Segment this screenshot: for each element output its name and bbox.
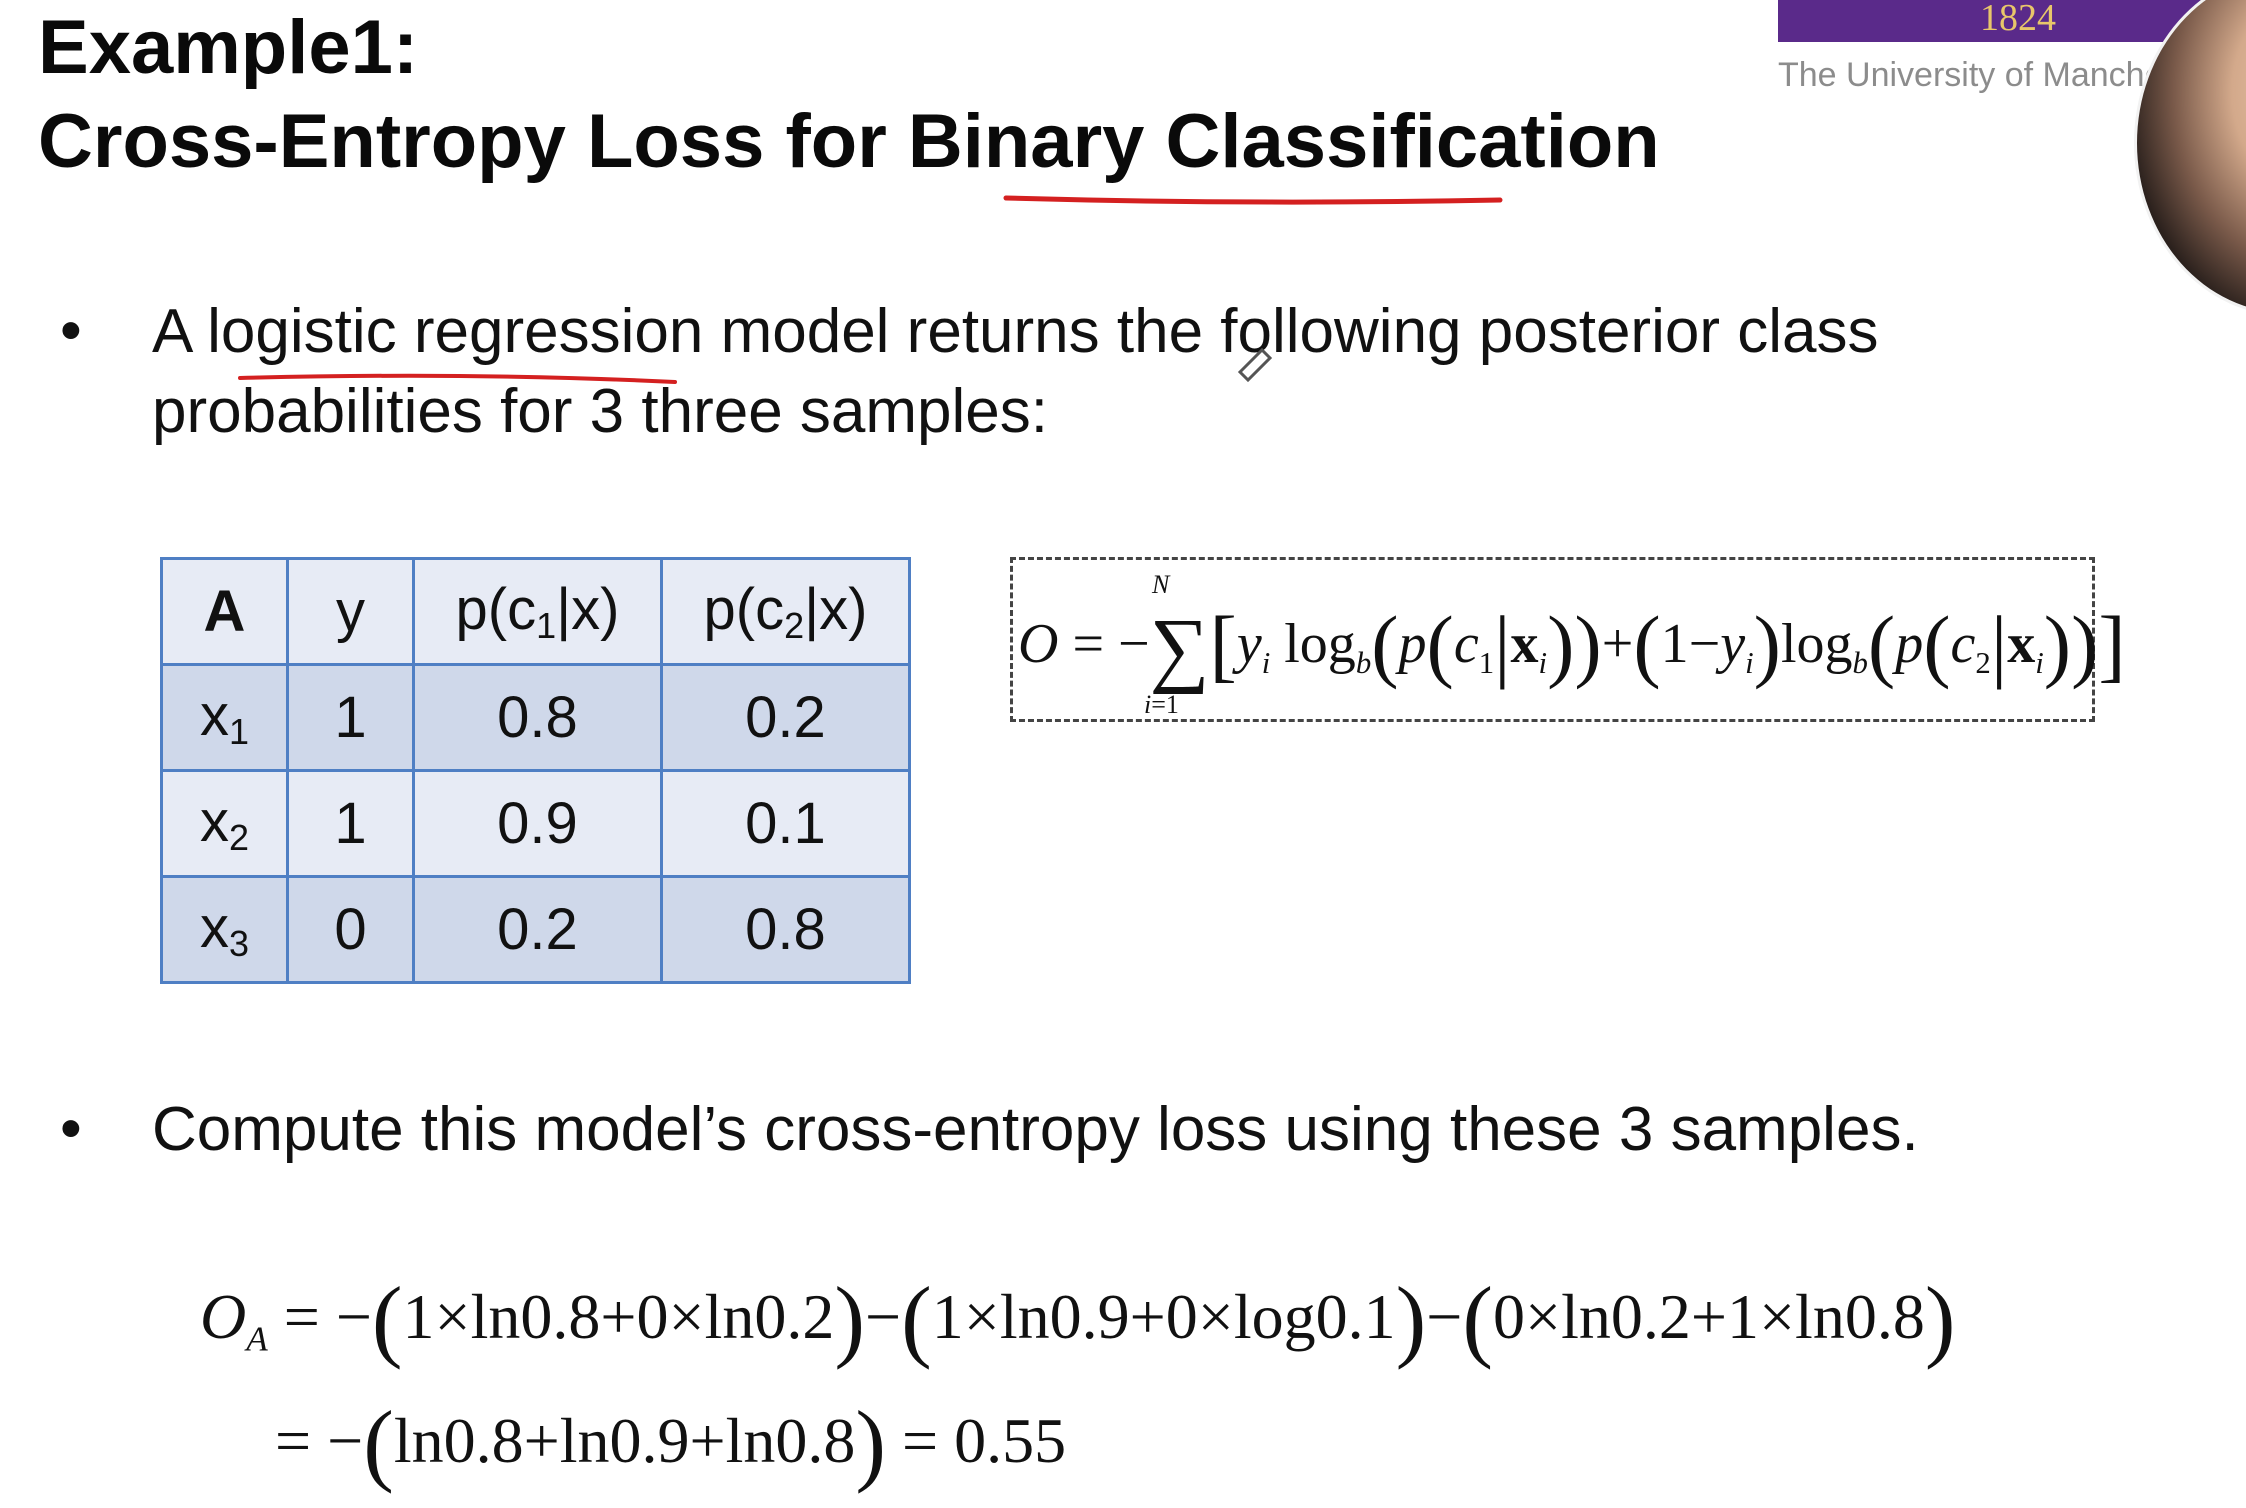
slide-title-line1: Example1: <box>38 5 419 90</box>
slide-title-line2: Cross-Entropy Loss for Binary Classifica… <box>38 99 1660 184</box>
bullet-marker: • <box>60 1094 82 1163</box>
row-p2: 0.1 <box>660 769 911 878</box>
underline-binary-classification <box>1003 195 1503 205</box>
computation-line-2: = −(ln0.8+ln0.9+ln0.8) = 0.55 <box>275 1392 1067 1494</box>
formula-box <box>1010 557 2095 722</box>
computation-line-1: OA = −(1×ln0.8+0×ln0.2)−(1×ln0.9+0×log0.… <box>200 1268 1956 1370</box>
sum-lower-limit: i=1 <box>1144 690 1179 719</box>
row-name: x3 <box>160 875 289 984</box>
bullet-text-1: A logistic regression model returns the … <box>152 297 1879 446</box>
row-p2: 0.2 <box>660 663 911 772</box>
header-p-c2: p(c2|x) <box>660 557 911 666</box>
probability-table: A y p(c1|x) p(c2|x) x1 1 0.8 0.2 x2 1 0.… <box>160 557 911 984</box>
logo-year: 1824 <box>1980 0 2056 39</box>
row-y: 0 <box>286 875 415 984</box>
row-name: x2 <box>160 769 289 878</box>
cross-entropy-formula: O = −∑[yi logb(p(c1|xi))+(1−yi)logb(p(c2… <box>1018 599 2126 695</box>
row-y: 1 <box>286 663 415 772</box>
underline-logistic-regression <box>238 373 677 384</box>
bullet-marker: • <box>60 296 82 365</box>
bullet-text-2: Compute this model’s cross-entropy loss … <box>152 1095 1919 1164</box>
table-header-row: A y p(c1|x) p(c2|x) <box>160 557 911 666</box>
table-row: x1 1 0.8 0.2 <box>160 663 911 772</box>
logo-university-name: The University of Manche <box>1778 56 2158 94</box>
row-name: x1 <box>160 663 289 772</box>
pen-cursor-icon <box>1237 347 1273 383</box>
table-row: x2 1 0.9 0.1 <box>160 769 911 878</box>
sum-upper-limit: N <box>1152 570 1170 599</box>
row-p1: 0.9 <box>412 769 663 878</box>
header-p-c1: p(c1|x) <box>412 557 663 666</box>
header-y: y <box>286 557 415 666</box>
row-y: 1 <box>286 769 415 878</box>
row-p1: 0.2 <box>412 875 663 984</box>
header-a: A <box>160 557 289 666</box>
row-p1: 0.8 <box>412 663 663 772</box>
table-row: x3 0 0.2 0.8 <box>160 875 911 984</box>
row-p2: 0.8 <box>660 875 911 984</box>
